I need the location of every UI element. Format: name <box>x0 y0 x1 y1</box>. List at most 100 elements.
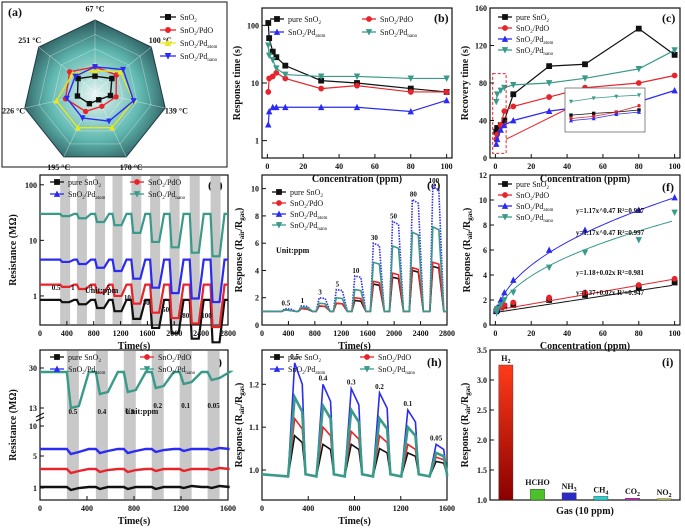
data-point <box>407 108 414 115</box>
y-tick-label: 2 <box>255 294 259 303</box>
radar-spoke <box>38 46 96 93</box>
inset-point <box>614 94 619 99</box>
y-tick-label: 1.0 <box>249 466 259 475</box>
y-tick-label: 6 <box>255 239 259 248</box>
legend-label: SnO2/Pdnano <box>516 46 554 57</box>
x-tick-label: 800 <box>309 329 321 338</box>
legend-marker <box>363 366 371 373</box>
resistance-trace <box>40 258 228 304</box>
radar-point <box>74 124 81 131</box>
legend-label: SnO2/PdO <box>516 191 549 202</box>
data-point <box>493 140 500 147</box>
inset-series-line <box>570 94 640 102</box>
y-tick-label: 13 <box>29 404 37 413</box>
inset-series-line <box>570 105 640 119</box>
legend-marker <box>366 16 372 22</box>
radar-point <box>79 115 86 122</box>
x-tick-label: 400 <box>282 329 294 338</box>
data-point <box>671 47 678 54</box>
x-tick-label: 100 <box>669 329 681 338</box>
data-point <box>546 294 553 301</box>
inset-point <box>636 109 642 114</box>
data-point <box>407 75 414 82</box>
gas-exposure-band <box>76 176 87 324</box>
concentration-label: 30 <box>371 234 379 242</box>
data-point <box>266 35 273 42</box>
concentration-label: 0.05 <box>207 402 220 410</box>
data-point <box>265 89 272 95</box>
y-tick-label: 40 <box>479 117 487 126</box>
radar-point <box>63 95 70 102</box>
resistance-trace <box>40 298 228 344</box>
gas-exposure-band <box>131 176 142 324</box>
x-tick-label: 1600 <box>220 504 236 513</box>
y-tick-label: 4 <box>255 266 259 275</box>
y-tick-label: 1 <box>33 484 37 493</box>
fit-curve <box>495 198 673 315</box>
legend-marker <box>164 53 172 60</box>
legend-marker <box>502 181 508 187</box>
legend-label: pure SnO2 <box>68 178 101 189</box>
concentration-label: 3 <box>89 284 93 292</box>
x-tick-label: 20 <box>527 162 535 171</box>
bar-category-label: CH4 <box>593 485 608 496</box>
concentration-label: 80 <box>182 312 190 320</box>
data-point <box>510 299 517 306</box>
plot-frame <box>489 349 681 501</box>
bar <box>561 492 577 501</box>
data-point <box>493 98 500 106</box>
resistance-trace <box>40 484 230 492</box>
x-tick-label: 2800 <box>220 329 236 338</box>
x-tick-label: 40 <box>563 329 571 338</box>
panel-e: (e)0 400 800 1200 1600 2000 2400 28000246810Tim… <box>234 174 455 352</box>
concentration-label: 0.5 <box>68 408 77 416</box>
x-tick-label: 400 <box>302 504 314 513</box>
radar-grid-ring <box>52 48 138 132</box>
unit-label: Unit:ppm <box>85 286 119 295</box>
data-point <box>501 108 508 115</box>
concentration-label: 10 <box>352 267 360 275</box>
temperature-label: 170 °C <box>120 163 143 172</box>
data-point <box>282 62 289 69</box>
legend-marker <box>273 28 281 35</box>
inset-frame <box>564 87 646 133</box>
panel-g: (g)04008001200160015101330Time(s)Resista… <box>8 349 236 527</box>
radar-point <box>130 98 137 105</box>
legend-label: SnO2/PdO <box>158 353 191 364</box>
panel-label: (a) <box>8 5 22 19</box>
data-point <box>546 94 553 100</box>
x-tick-label: 40 <box>335 162 343 171</box>
legend-label: SnO2/PdO <box>380 15 413 26</box>
x-tick-label: 80 <box>407 162 415 171</box>
radar-point <box>109 124 116 131</box>
panel-f: (f) 0 20 40 60 80 100 0 2 4 6 8 10 12 Concentration (p… <box>462 171 681 352</box>
data-point <box>501 84 508 92</box>
data-point <box>510 103 517 110</box>
bar <box>530 489 545 501</box>
data-point <box>545 246 553 253</box>
legend-label: SnO2/Pdatom <box>516 35 554 46</box>
zoom-highlight-box <box>492 73 507 154</box>
gas-exposure-band <box>123 351 136 499</box>
legend-marker <box>144 354 150 360</box>
y-axis-title: Response (Rair/Rgas) <box>234 208 246 293</box>
legend-label: SnO2 <box>180 13 197 24</box>
data-point <box>317 73 325 80</box>
data-point <box>269 57 276 64</box>
y-tick-label: 8 <box>255 212 259 221</box>
fit-curve <box>496 284 673 313</box>
legend-marker <box>276 189 282 195</box>
y-tick-label: 10 <box>29 422 37 431</box>
resistance-trace <box>40 283 228 329</box>
radar-series-line <box>66 66 135 122</box>
panel-b: (b) 0 20 40 60 80 100 1 10 100 Concentration (ppm)… <box>232 7 453 185</box>
radar-series-line <box>55 69 135 129</box>
panel-a: (a) 67 °C 100 °C 139 °C 170 °C 195 °C 226 °C 25… <box>1 1 228 172</box>
legend-label: SnO2/Pdatom <box>288 365 326 376</box>
x-axis-title: Gas (10 ppm) <box>556 506 614 517</box>
y-tick-label: 5 <box>33 452 37 461</box>
legend-marker <box>133 191 141 198</box>
legend-label: SnO2/Pdnano <box>180 52 218 63</box>
radar-point <box>109 75 115 82</box>
y-tick-label: 0 <box>483 154 487 163</box>
